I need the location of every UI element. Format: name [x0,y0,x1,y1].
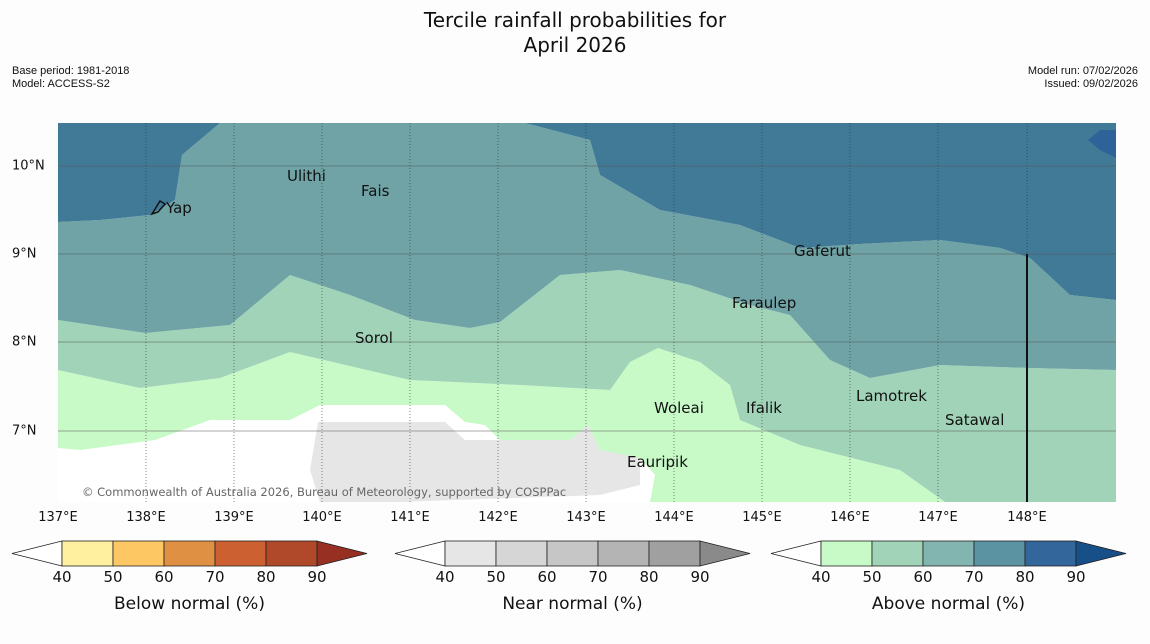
longitude-label: 145°E [742,510,782,525]
place-lamotrek: Lamotrek [856,387,927,405]
latitude-label: 7°N [12,423,37,439]
place-yap: Yap [166,199,192,217]
longitude-label: 146°E [830,510,870,525]
longitude-label: 142°E [478,510,518,525]
colorbar-tick: 60 [913,568,933,586]
colorbar-tick: 90 [690,568,710,586]
latitude-label: 9°N [12,246,37,262]
colorbar-segment [61,540,114,567]
place-woleai: Woleai [654,399,704,417]
colorbar-tick: 80 [1015,568,1035,586]
place-ifalik: Ifalik [746,399,782,417]
longitude-label: 147°E [918,510,958,525]
region-above-50 [58,270,1116,502]
colorbar-extend-low [11,540,63,567]
colorbar-segment [648,540,701,567]
longitude-label: 138°E [126,510,166,525]
model-run: Model run: 07/02/2026 [1027,65,1138,77]
place-satawal: Satawal [945,411,1005,429]
colorbars [11,540,1127,567]
colorbar-segment [922,540,975,567]
place-fais: Fais [361,182,390,200]
colorbar-tick: 50 [486,568,506,586]
colorbar-tick: 50 [103,568,123,586]
place-faraulep: Faraulep [732,294,797,312]
colorbar-tick: 70 [964,568,984,586]
colorbar-segment [112,540,165,567]
place-markers [150,199,167,216]
longitude-label: 148°E [1007,510,1047,525]
colorbar-segment [973,540,1026,567]
colorbar-title: Above normal (%) [871,594,1026,614]
colorbar-tick: 60 [537,568,557,586]
colorbar-extend-low [770,540,822,567]
colorbar-extend-high [1075,540,1127,567]
latitude-label: 8°N [12,334,37,350]
region-near-40 [310,422,640,502]
graticule [58,123,1116,502]
place-sorol: Sorol [355,329,393,347]
probability-map [58,123,1116,502]
longitude-label: 143°E [566,510,606,525]
base-period: Base period: 1981-2018 [12,65,130,77]
meta-left: Base period: 1981-2018 Model: ACCESS-S2 [12,65,129,91]
yap-island [150,199,167,216]
longitude-label: 144°E [654,510,694,525]
region-above-70-east [525,123,1116,300]
colorbar-tick: 40 [435,568,455,586]
longitude-label: 141°E [390,510,430,525]
place-gaferut: Gaferut [794,242,851,260]
region-above-40 [58,348,945,502]
latitude-label: 10°N [12,158,45,174]
title-line-1: Tercile rainfall probabilities for [423,8,727,32]
colorbar-tick: 80 [639,568,659,586]
colorbar-segment [546,540,599,567]
colorbar-tick: 70 [588,568,608,586]
colorbar-tick: 40 [811,568,831,586]
colorbar-segment [444,540,497,567]
colorbar-tick: 90 [307,568,327,586]
colorbar-segment [597,540,650,567]
colorbar-tick: 40 [52,568,72,586]
colorbar-title: Below normal (%) [114,594,265,614]
colorbar-extend-high [316,540,368,567]
colorbar-tick: 60 [154,568,174,586]
colorbar-segment [495,540,548,567]
colorbar-segment [163,540,216,567]
issued-date: Issued: 09/02/2026 [1044,78,1138,90]
meta-right: Model run: 07/02/2026 Issued: 09/02/2026 [1028,65,1138,91]
colorbar-tick: 50 [862,568,882,586]
place-eauripik: Eauripik [627,453,688,471]
colorbar-extend-high [699,540,751,567]
colorbar-extend-low [394,540,446,567]
title-line-2: April 2026 [523,33,627,57]
region-above-70-west [58,123,220,222]
colorbar-segment [265,540,318,567]
longitude-label: 137°E [38,510,78,525]
colorbar-segment [214,540,267,567]
colorbar-title: Near normal (%) [502,594,643,614]
colorbar-segment [820,540,873,567]
chart-title: Tercile rainfall probabilities for April… [0,8,1150,58]
region-above-60 [58,123,1116,378]
copyright-notice: © Commonwealth of Australia 2026, Bureau… [82,485,567,499]
colorbar-tick: 90 [1066,568,1086,586]
longitude-label: 140°E [302,510,342,525]
model-name: Model: ACCESS-S2 [12,78,110,90]
colorbar-tick: 70 [205,568,225,586]
colorbar-segment [1024,540,1077,567]
region-above-80 [1088,130,1116,158]
colorbar-tick: 80 [256,568,276,586]
place-ulithi: Ulithi [287,167,326,185]
colorbar-segment [871,540,924,567]
longitude-label: 139°E [214,510,254,525]
